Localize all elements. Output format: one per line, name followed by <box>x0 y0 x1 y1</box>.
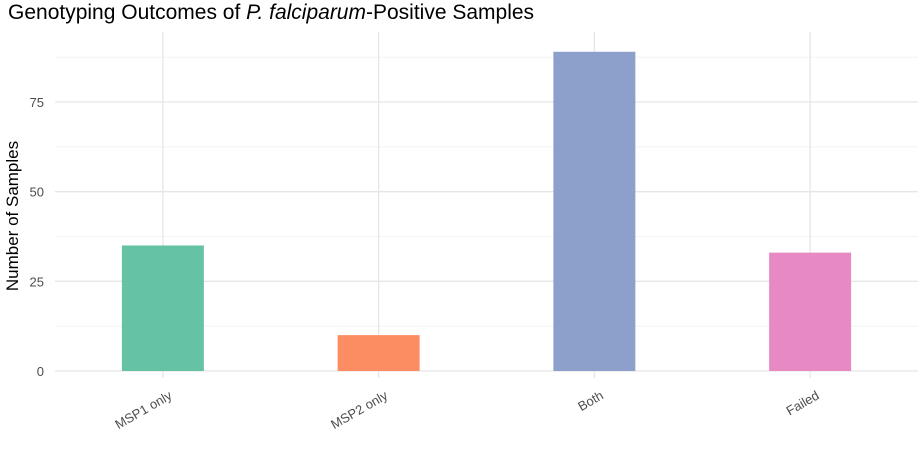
y-tick-label: 0 <box>37 364 44 379</box>
y-tick-label: 50 <box>30 185 44 200</box>
y-axis-ticks: 0 25 50 75 <box>30 95 44 379</box>
bar <box>553 51 636 371</box>
chart-title-part: -Positive Samples <box>366 1 534 24</box>
bars <box>121 51 852 371</box>
x-axis-ticks: MSP1 only MSP2 only Both Failed <box>112 387 821 432</box>
chart-title-part: Genotyping Outcomes of <box>8 1 246 24</box>
bar <box>121 245 204 371</box>
x-tick-label: Failed <box>783 388 821 419</box>
x-tick-label: MSP2 only <box>328 387 390 432</box>
y-tick-label: 75 <box>30 95 44 110</box>
chart-title-part: P. falciparum <box>246 1 366 24</box>
x-tick-label: MSP1 only <box>112 387 174 432</box>
chart-title: Genotyping Outcomes of P. falciparum-Pos… <box>8 1 534 24</box>
y-tick-label: 25 <box>30 274 44 289</box>
bar <box>337 335 420 371</box>
y-axis-title: Number of Samples <box>3 141 22 291</box>
bar <box>769 252 852 371</box>
x-tick-label: Both <box>575 388 606 414</box>
